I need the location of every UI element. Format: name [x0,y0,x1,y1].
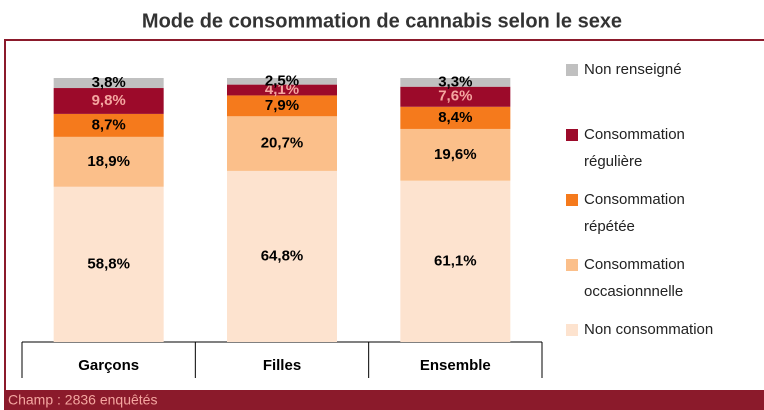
legend-label: Consommation régulière [584,126,685,170]
footer-band [4,390,764,410]
legend-label: Consommation répétée [584,191,685,235]
bar-segment [227,116,337,171]
bar-segment [400,106,511,129]
legend-item: Non consommation [566,316,734,343]
legend-label: Non renseigné [584,61,682,78]
legend-swatch [566,64,578,76]
chart-title: Mode de consommation de cannabis selon l… [142,10,622,32]
data-label: 7,6% [438,88,472,105]
legend-swatch [566,324,578,336]
footnote: Champ : 2836 enquêtés [8,392,157,408]
data-label: 9,8% [92,92,126,109]
data-label: 19,6% [434,146,477,163]
data-label: 8,4% [438,109,472,126]
data-label: 64,8% [261,247,304,264]
bar-segment [400,128,511,181]
bar-segment [227,95,337,117]
data-label: 61,1% [434,252,477,269]
data-label: 3,8% [92,74,126,91]
data-label: 20,7% [261,135,304,152]
bar-segment [227,78,337,85]
x-tick-label: Garçons [78,357,139,374]
bar-segment [53,186,164,342]
bar-segment [400,78,511,87]
legend-item: Consommation régulière [566,121,734,175]
bar-segment [227,170,337,342]
legend-swatch [566,194,578,206]
legend-swatch [566,129,578,141]
x-tick-label: Filles [263,357,301,374]
data-label: 4,1% [265,81,299,98]
bar-segment [400,86,511,107]
legend-item: Non renseigné [566,56,734,83]
data-label: 58,8% [87,255,130,272]
legend-swatch [566,259,578,271]
bar-segment [227,84,337,96]
legend-item: Consommation occasionnnelle [566,251,734,305]
data-label: 7,9% [265,97,299,114]
data-label: 18,9% [87,153,130,170]
bar-segment [400,180,511,342]
bar-segment [53,136,164,187]
bar-segment [53,113,164,137]
bar-segment [53,88,164,114]
bar-segment [53,78,164,89]
legend-label: Consommation occasionnnelle [584,256,685,300]
x-tick-label: Ensemble [420,357,491,374]
data-label: 2,5% [265,72,299,89]
legend-item: Consommation répétée [566,186,734,240]
data-label: 3,3% [438,73,472,90]
data-label: 8,7% [92,116,126,133]
legend-label: Non consommation [584,321,714,338]
